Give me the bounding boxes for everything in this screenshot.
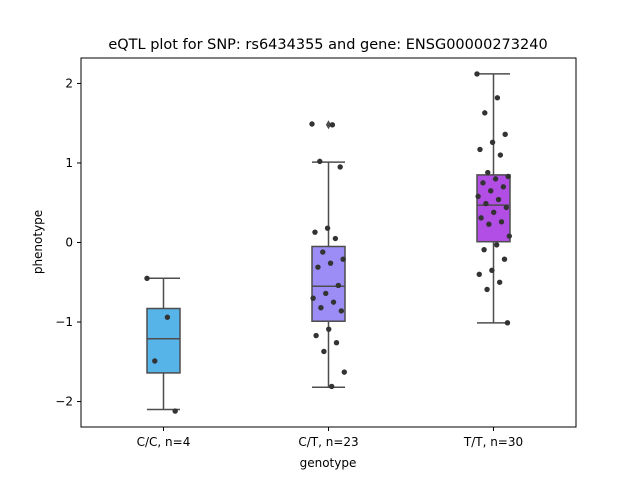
data-point	[503, 204, 510, 211]
data-point	[504, 320, 511, 326]
box-group-2	[311, 120, 346, 388]
box-group-3	[476, 73, 511, 324]
data-point	[483, 200, 489, 207]
data-point	[506, 233, 512, 239]
y-tick-label: 0	[65, 236, 73, 250]
data-point	[475, 193, 481, 200]
data-point	[492, 176, 499, 182]
data-point	[478, 215, 484, 221]
data-point	[491, 209, 497, 215]
data-point	[315, 264, 321, 270]
data-point	[484, 286, 490, 293]
x-axis-label: genotype	[300, 456, 357, 470]
box-iqr	[476, 174, 511, 243]
data-point	[327, 260, 334, 266]
data-point	[164, 314, 171, 320]
y-tick-label: 1	[65, 156, 73, 170]
data-point	[489, 139, 496, 145]
data-point	[333, 340, 340, 346]
data-point	[310, 295, 316, 301]
data-point	[501, 256, 508, 262]
data-point	[323, 290, 329, 297]
data-point	[477, 146, 483, 153]
box-iqr	[146, 307, 181, 374]
outlier-marker	[325, 120, 332, 130]
data-point	[481, 246, 487, 253]
x-tick-label: C/T, n=23	[298, 435, 358, 449]
data-point	[313, 332, 319, 339]
data-point	[152, 358, 158, 364]
data-point	[144, 275, 150, 281]
data-point	[332, 235, 339, 242]
data-point	[341, 369, 347, 375]
y-tick-label: −1	[55, 315, 73, 329]
data-point	[340, 256, 346, 262]
data-point	[338, 308, 345, 314]
data-point	[486, 221, 492, 227]
data-point	[312, 229, 318, 235]
x-axis-ticks: C/C, n=4 C/T, n=23 T/T, n=30	[137, 427, 523, 449]
data-point	[326, 326, 332, 332]
y-tick-label: −2	[55, 395, 73, 409]
data-point	[500, 184, 507, 190]
data-point	[498, 219, 505, 225]
data-point	[330, 299, 337, 305]
strip-points-2	[309, 121, 347, 390]
data-point	[494, 95, 501, 101]
data-point	[337, 164, 343, 170]
x-tick-label: T/T, n=30	[463, 435, 523, 449]
data-point	[476, 271, 482, 278]
strip-points-1	[144, 275, 178, 414]
data-point	[502, 131, 508, 138]
data-point	[318, 305, 324, 311]
data-point	[309, 121, 315, 127]
strip-points-3	[474, 71, 512, 326]
data-point	[329, 122, 336, 128]
data-point	[317, 158, 323, 165]
data-point	[482, 110, 488, 116]
data-point	[335, 282, 342, 289]
data-point	[495, 196, 502, 203]
data-point	[488, 188, 494, 194]
data-point	[328, 383, 335, 390]
x-tick-label: C/C, n=4	[137, 435, 191, 449]
data-point	[480, 180, 486, 186]
data-point	[505, 173, 511, 180]
data-point	[497, 152, 504, 158]
data-point	[493, 242, 500, 248]
box-group-1	[146, 277, 181, 411]
data-point	[320, 249, 326, 255]
data-point	[172, 408, 178, 414]
data-point	[496, 279, 503, 285]
data-point	[321, 348, 327, 355]
y-tick-label: 2	[65, 76, 73, 90]
data-point	[489, 267, 495, 274]
plot-area	[144, 71, 512, 414]
data-point	[324, 225, 331, 231]
data-point	[474, 71, 480, 77]
data-point	[485, 169, 491, 176]
y-axis-ticks: −2 −1 0 1 2	[55, 76, 81, 409]
chart-title: eQTL plot for SNP: rs6434355 and gene: E…	[108, 37, 547, 53]
y-axis-label: phenotype	[31, 210, 45, 274]
